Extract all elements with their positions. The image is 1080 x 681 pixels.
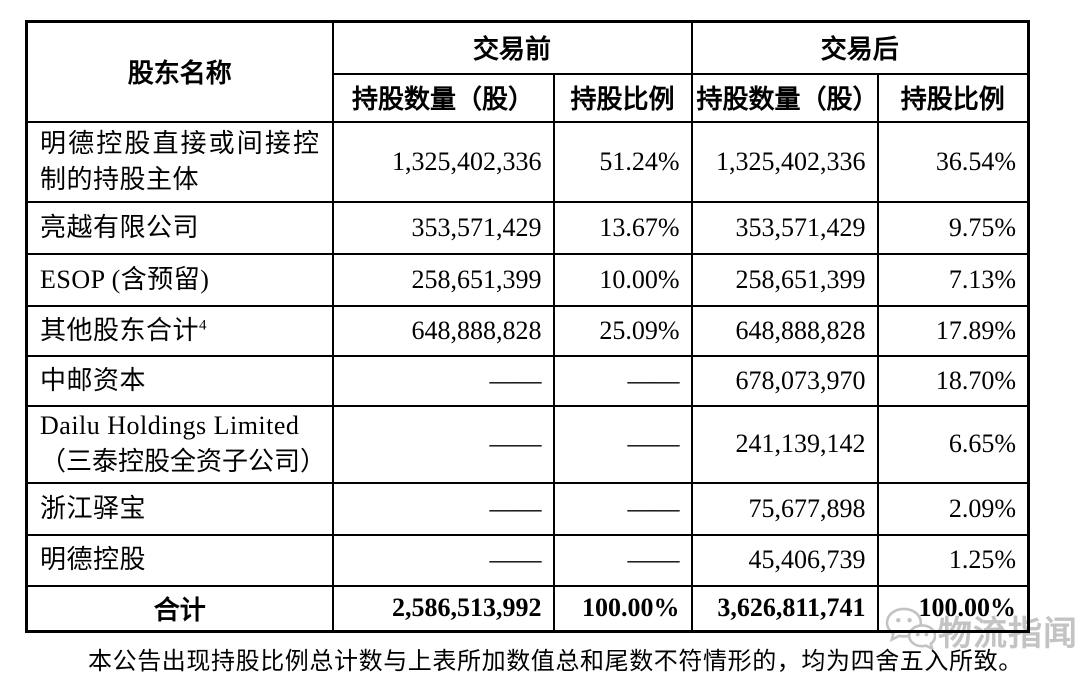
before-ratio: ——	[552, 533, 693, 587]
after-qty: 75,677,898	[690, 481, 879, 536]
shareholder-name-line2: （三泰控股全资子公司）	[40, 447, 327, 476]
after-qty: 241,139,142	[690, 404, 879, 484]
shareholder-name: 其他股东合计4	[25, 304, 334, 357]
before-qty: ——	[331, 354, 555, 407]
before-ratio: 25.09%	[552, 304, 693, 357]
before-ratio: ——	[552, 354, 693, 407]
table-row: 亮越有限公司 353,571,429 13.67% 353,571,429 9.…	[25, 200, 1030, 255]
table-total-row: 合计 2,586,513,992 100.00% 3,626,811,741 1…	[25, 584, 1030, 633]
after-qty: 1,325,402,336	[690, 120, 879, 203]
header-shareholder-name: 股东名称	[25, 20, 334, 123]
header-after-ratio: 持股比例	[876, 72, 1030, 123]
after-qty: 678,073,970	[690, 354, 879, 407]
before-ratio: 13.67%	[552, 200, 693, 255]
before-qty: ——	[331, 533, 555, 587]
table-row: 其他股东合计4 648,888,828 25.09% 648,888,828 1…	[25, 304, 1030, 357]
before-qty: 353,571,429	[331, 200, 555, 255]
before-ratio: 51.24%	[552, 120, 693, 203]
header-after-qty: 持股数量（股）	[690, 72, 879, 123]
shareholder-name: Dailu Holdings Limited （三泰控股全资子公司）	[25, 404, 334, 484]
before-ratio: ——	[552, 481, 693, 536]
table-row: ESOP (含预留) 258,651,399 10.00% 258,651,39…	[25, 252, 1030, 307]
shareholder-name: 中邮资本	[25, 354, 334, 407]
shareholder-name-line1: Dailu Holdings Limited	[40, 411, 300, 441]
total-after-qty: 3,626,811,741	[690, 584, 879, 633]
header-after-transaction: 交易后	[690, 20, 1030, 75]
table-row: Dailu Holdings Limited （三泰控股全资子公司） —— ——…	[25, 404, 1030, 484]
total-label: 合计	[25, 584, 334, 633]
after-ratio: 36.54%	[876, 120, 1030, 203]
total-after-ratio: 100.00%	[876, 584, 1030, 633]
shareholder-name: 明德控股	[25, 533, 334, 587]
after-ratio: 1.25%	[876, 533, 1030, 587]
shareholder-name: 浙江驿宝	[25, 481, 334, 536]
before-ratio: ——	[552, 404, 693, 484]
shareholder-name: ESOP (含预留)	[25, 252, 334, 307]
total-before-qty: 2,586,513,992	[331, 584, 555, 633]
table-row: 中邮资本 —— —— 678,073,970 18.70%	[25, 354, 1030, 407]
after-qty: 648,888,828	[690, 304, 879, 357]
after-ratio: 9.75%	[876, 200, 1030, 255]
before-qty: ——	[331, 481, 555, 536]
before-qty: 648,888,828	[331, 304, 555, 357]
after-ratio: 17.89%	[876, 304, 1030, 357]
header-before-transaction: 交易前	[331, 20, 693, 75]
shareholding-table: 股东名称 交易前 交易后 持股数量（股） 持股比例 持股数量（股） 持股比例 明…	[25, 20, 1030, 633]
before-ratio: 10.00%	[552, 252, 693, 307]
after-ratio: 7.13%	[876, 252, 1030, 307]
before-qty: 1,325,402,336	[331, 120, 555, 203]
after-qty: 353,571,429	[690, 200, 879, 255]
after-ratio: 6.65%	[876, 404, 1030, 484]
before-qty: ——	[331, 404, 555, 484]
total-before-ratio: 100.00%	[552, 584, 693, 633]
header-before-ratio: 持股比例	[552, 72, 693, 123]
after-ratio: 2.09%	[876, 481, 1030, 536]
shareholder-name: 明德控股直接或间接控制的持股主体	[25, 120, 334, 203]
before-qty: 258,651,399	[331, 252, 555, 307]
header-before-qty: 持股数量（股）	[331, 72, 555, 123]
shareholder-name: 亮越有限公司	[25, 200, 334, 255]
table-header-row-2: 持股数量（股） 持股比例 持股数量（股） 持股比例	[27, 72, 1030, 123]
after-qty: 258,651,399	[690, 252, 879, 307]
table-header-row-1: 股东名称 交易前 交易后	[25, 20, 1030, 123]
after-qty: 45,406,739	[690, 533, 879, 587]
rounding-footnote: 本公告出现持股比例总计数与上表所加数值总和尾数不符情形的，均为四舍五入所致。	[88, 649, 1023, 675]
table-row: 浙江驿宝 —— —— 75,677,898 2.09%	[25, 481, 1030, 536]
shareholder-name-text: 其他股东合计	[40, 315, 200, 345]
table-row: 明德控股 —— —— 45,406,739 1.25%	[25, 533, 1030, 587]
footnote-reference: 4	[199, 316, 208, 333]
after-ratio: 18.70%	[876, 354, 1030, 407]
table-row: 明德控股直接或间接控制的持股主体 1,325,402,336 51.24% 1,…	[25, 120, 1030, 203]
